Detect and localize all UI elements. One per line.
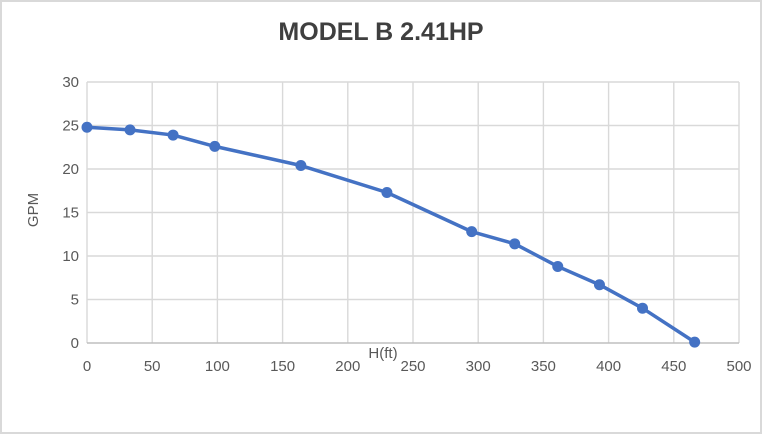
y-tick-label: 25 [62,118,79,135]
x-tick-label: 300 [466,358,491,375]
data-point-marker [295,160,307,172]
x-tick-label: 350 [531,358,556,375]
tick-label-layer: 0 50 100 150 200 250 300 350 400 450 500 0 5 10 15 20 25… [62,74,751,375]
x-tick-label: 450 [661,358,686,375]
data-point-marker [637,302,649,314]
x-axis-title: H(ft) [368,345,397,362]
y-tick-label: 10 [62,248,79,265]
y-tick-label: 30 [62,74,79,91]
data-point-marker [689,336,701,348]
data-point-marker [124,124,136,136]
y-tick-label: 5 [71,292,79,309]
x-tick-label: 50 [144,358,161,375]
x-tick-label: 150 [270,358,295,375]
x-tick-label: 400 [596,358,621,375]
chart-title: MODEL B 2.41HP [278,18,484,46]
y-tick-label: 15 [62,205,79,222]
data-point-marker [81,121,93,133]
data-point-marker [209,140,221,152]
x-tick-label: 500 [726,358,751,375]
x-tick-label: 250 [400,358,425,375]
data-point-marker [509,238,521,250]
series-layer [81,121,701,348]
grid-layer [86,81,740,344]
data-point-marker [552,260,564,272]
y-axis-title: GPM [25,193,42,227]
data-point-marker [466,226,478,238]
data-point-marker [381,186,393,198]
x-tick-label: 0 [83,358,91,375]
x-tick-label: 100 [205,358,230,375]
data-point-marker [167,129,179,141]
y-tick-label: 20 [62,161,79,178]
data-point-marker [593,279,605,291]
y-tick-label: 0 [71,335,79,352]
x-tick-label: 200 [335,358,360,375]
series-line [85,125,697,344]
